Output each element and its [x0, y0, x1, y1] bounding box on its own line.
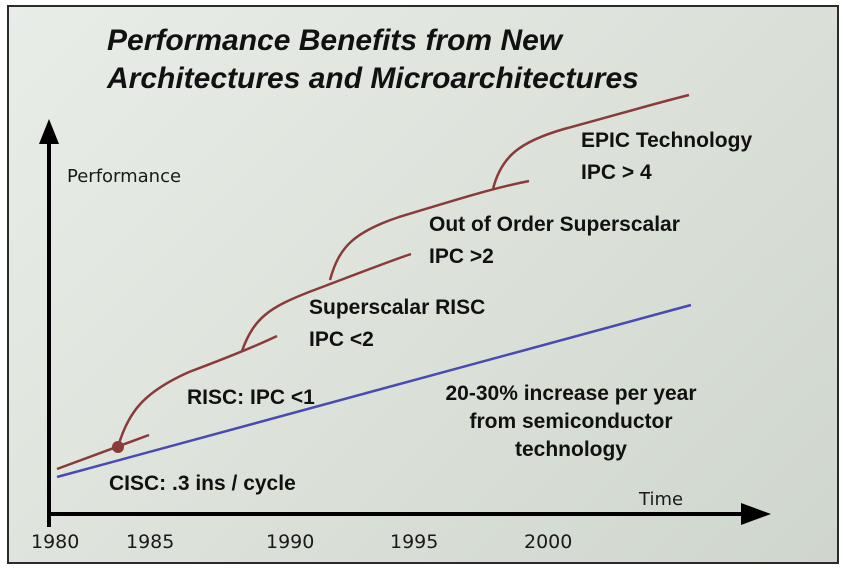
superscalar-label-line-1: Superscalar RISC	[309, 296, 485, 319]
risc-curve	[116, 334, 278, 448]
tick-label-1995: 1995	[390, 531, 438, 553]
performance-diagram: Performance Benefits from New Architectu…	[31, 24, 771, 553]
superscalar-label-line-2: IPC <2	[309, 328, 374, 351]
ooo-label-line-2: IPC >2	[429, 245, 494, 268]
diagram-frame: Performance Benefits from New Architectu…	[7, 5, 839, 564]
trend-label-line-2: from semiconductor	[469, 410, 672, 433]
title-line-2: Architectures and Microarchitectures	[106, 62, 639, 95]
tick-label-1980: 1980	[31, 531, 79, 553]
risc-label: RISC: IPC <1	[187, 386, 315, 409]
title-line-1: Performance Benefits from New	[107, 24, 564, 57]
x-axis-label: Time	[638, 489, 683, 510]
trend-label-line-3: technology	[515, 438, 627, 461]
superscalar-risc-curve	[240, 252, 412, 352]
epic-label-line-2: IPC > 4	[581, 161, 652, 184]
trend-label-line-1: 20-30% increase per year	[445, 382, 696, 405]
cisc-label: CISC: .3 ins / cycle	[109, 472, 296, 495]
tick-label-1990: 1990	[266, 531, 314, 553]
epic-curve	[491, 93, 690, 190]
x-axis-arrow	[741, 503, 771, 525]
cisc-curve	[56, 433, 150, 471]
tick-label-2000: 2000	[524, 531, 572, 553]
out-of-order-curve	[328, 179, 530, 281]
semiconductor-trend-line	[56, 303, 692, 479]
y-axis-arrow	[39, 119, 59, 144]
tick-label-1985: 1985	[126, 531, 174, 553]
epic-label-line-1: EPIC Technology	[581, 129, 752, 152]
y-axis-label: Performance	[67, 166, 181, 187]
ooo-label-line-1: Out of Order Superscalar	[429, 213, 680, 236]
